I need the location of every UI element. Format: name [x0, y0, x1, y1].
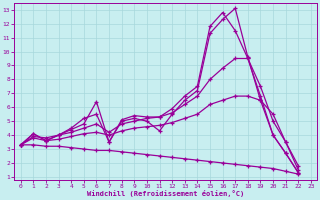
X-axis label: Windchill (Refroidissement éolien,°C): Windchill (Refroidissement éolien,°C) [87, 190, 244, 197]
